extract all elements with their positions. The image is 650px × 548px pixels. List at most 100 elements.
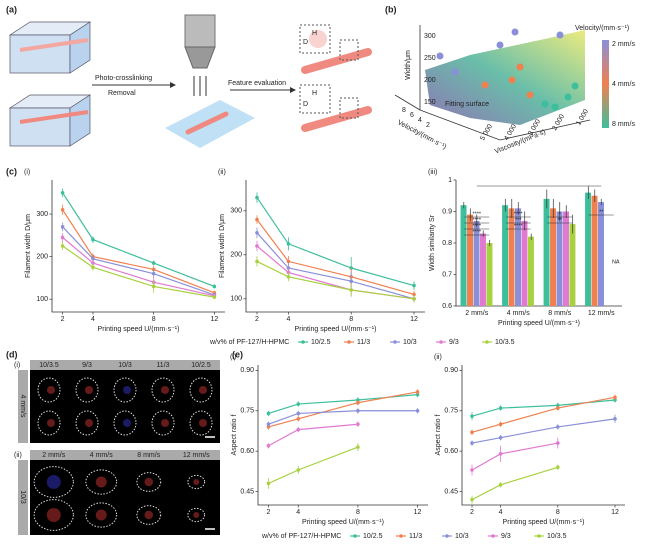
x-tick-label: 2 mm/s (465, 310, 488, 317)
point (412, 283, 416, 288)
stain (85, 386, 93, 394)
annotation: **** (514, 223, 523, 229)
point (286, 259, 291, 264)
y-tick-label: 200 (230, 252, 242, 259)
filament-outline (33, 466, 74, 498)
point (91, 237, 95, 242)
x-tick-label: 8 (349, 316, 353, 323)
x-tick: 6 (410, 112, 414, 119)
y-tick-label: 1 (448, 177, 452, 184)
stain (144, 510, 153, 520)
y-tick-label: 0.7 (442, 271, 452, 278)
x-tick-label: 12 (210, 316, 218, 323)
stain (199, 386, 207, 394)
y-axis-title: Width similarity Sr (429, 214, 436, 271)
point (498, 435, 503, 440)
series-line (62, 209, 215, 294)
point (60, 244, 65, 248)
step-label: Photo-crosslinking (95, 75, 152, 82)
point (498, 422, 503, 427)
point (296, 468, 301, 472)
filament-outline (85, 502, 118, 528)
point (415, 408, 420, 413)
point (613, 417, 617, 421)
point (255, 259, 259, 264)
bar (556, 211, 563, 306)
y-tick-label: 0.60 (240, 448, 254, 455)
column-label: 4 mm/s (90, 452, 113, 459)
y-tick-label: 0.75 (240, 408, 254, 415)
filament-outline (187, 507, 206, 523)
legend-swatch (301, 340, 305, 344)
legend-swatch (347, 340, 351, 344)
x-tick-label: 12 (414, 509, 422, 516)
filament-outline (189, 410, 213, 436)
y-tick-label: 0.9 (442, 208, 452, 215)
point (555, 465, 560, 470)
point (286, 242, 291, 246)
x-tick-label: 8 (556, 509, 560, 516)
y-tick-label: 100 (230, 296, 242, 303)
panel-label: (e) (232, 349, 243, 359)
panel-label: (b) (385, 4, 397, 14)
stain (95, 509, 107, 521)
point (266, 411, 271, 416)
stain (161, 386, 169, 394)
step-label: Removal (108, 90, 136, 97)
panel-label: (a) (6, 4, 17, 14)
z-axis-title: Width/μm (405, 50, 412, 80)
point (151, 284, 156, 289)
bar (562, 211, 569, 306)
x-tick: 2 (426, 122, 430, 129)
point (255, 195, 259, 200)
x-tick: 8 (402, 107, 406, 114)
bar (467, 214, 474, 306)
point (349, 288, 354, 292)
filament-outline (113, 410, 137, 436)
point (470, 441, 474, 445)
point (91, 265, 95, 270)
point (60, 208, 65, 212)
annotation: **** (472, 217, 481, 223)
dim-label: H (312, 90, 317, 97)
legend-label: 9/3 (501, 533, 511, 540)
filament-outline (75, 410, 99, 436)
filament-outline (187, 474, 206, 490)
x-tick-label: 2 (61, 316, 65, 323)
bar (460, 205, 467, 306)
y-axis-title: Aspect ratio f (435, 415, 442, 456)
bar (515, 208, 521, 306)
series-line (256, 197, 415, 287)
axis (461, 365, 625, 506)
filament-outline (136, 472, 162, 492)
y-tick-label: 0.75 (444, 408, 458, 415)
x-axis-title: Printing speed U/(mm·s⁻¹) (498, 320, 580, 327)
surface-label: Fitting surface (445, 101, 489, 108)
filament-outline (75, 377, 99, 403)
point (255, 231, 259, 235)
stain (123, 386, 131, 394)
x-axis-title: Printing speed U/(mm·s⁻¹) (295, 326, 377, 333)
point (415, 390, 420, 394)
point (555, 406, 560, 410)
y-axis-title: Viscosity/(mPa·s) (494, 129, 547, 156)
bar (502, 205, 509, 306)
point (470, 497, 474, 502)
point (91, 261, 95, 265)
point (356, 408, 360, 413)
column-label: 10/3 (118, 362, 132, 369)
point (555, 441, 560, 445)
x-tick-label: 4 (499, 509, 503, 516)
y-tick: 5 000 (479, 123, 494, 142)
point (266, 422, 271, 427)
subpanel-label: (ii) (218, 169, 226, 176)
legend-swatch (393, 340, 397, 344)
series-line (471, 399, 616, 417)
column-label: 8 mm/s (137, 452, 160, 459)
stain (123, 419, 131, 427)
stain (199, 419, 207, 427)
column-label: 12 mm/s (183, 452, 210, 459)
series-line (268, 410, 418, 425)
bar (521, 220, 528, 306)
subpanel-label: (ii) (434, 354, 442, 361)
